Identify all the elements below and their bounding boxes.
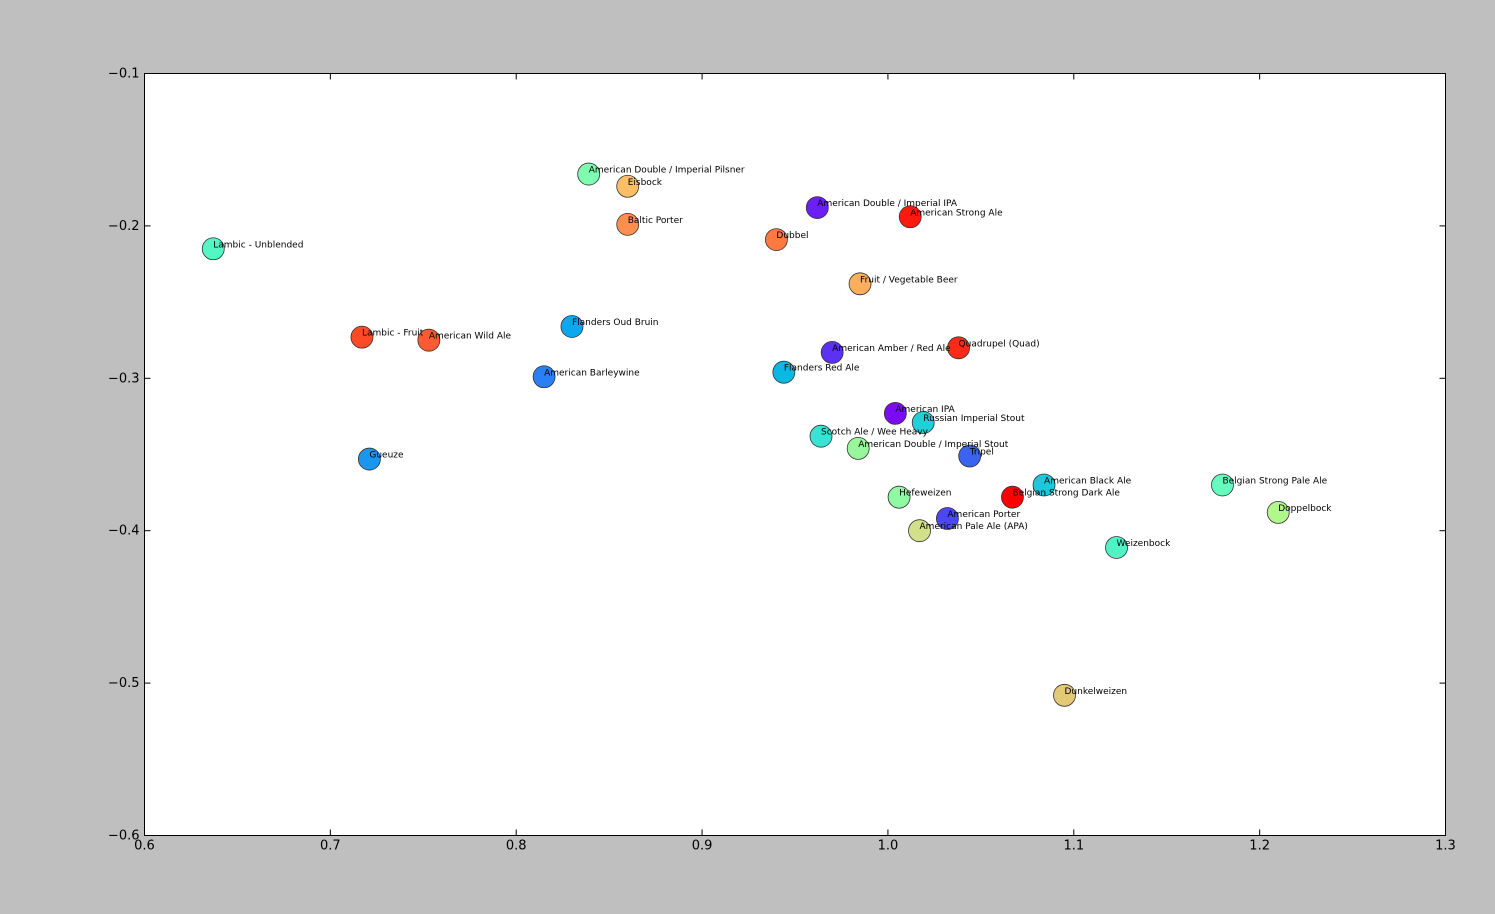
data-point xyxy=(357,447,381,471)
data-point xyxy=(820,340,844,364)
data-point xyxy=(809,424,833,448)
y-tick-label: −0.6 xyxy=(108,829,140,844)
data-point xyxy=(805,196,829,220)
data-point xyxy=(1053,683,1076,707)
point-label: American Strong Ale xyxy=(910,208,1003,218)
data-point xyxy=(958,444,982,468)
data-point xyxy=(616,212,640,236)
point-label: American IPA xyxy=(895,405,955,415)
point-label: American Pale Ale (APA) xyxy=(920,522,1028,532)
x-tick-label: 1.0 xyxy=(878,839,899,854)
point-label: American Double / Imperial IPA xyxy=(817,199,958,209)
data-points xyxy=(201,162,1290,707)
point-label: American Wild Ale xyxy=(429,332,512,342)
x-tick-label: 1.2 xyxy=(1249,839,1270,854)
data-point xyxy=(532,365,556,389)
data-point xyxy=(898,205,922,229)
y-tick-label: −0.4 xyxy=(108,524,140,539)
y-axis: −0.1 −0.2 −0.3 −0.4 −0.5 −0.6 xyxy=(108,67,1446,844)
data-point xyxy=(560,315,584,338)
point-label: Dubbel xyxy=(776,231,808,241)
point-label: Weizenbock xyxy=(1117,539,1172,549)
point-label: Scotch Ale / Wee Heavy xyxy=(821,428,929,438)
y-tick-label: −0.1 xyxy=(108,67,140,82)
point-label: American Black Ale xyxy=(1044,476,1132,486)
point-label: Quadrupel (Quad) xyxy=(959,339,1040,349)
data-point xyxy=(201,237,225,261)
point-label: Lambic - Unblended xyxy=(213,240,303,250)
plot-area xyxy=(144,73,1446,836)
data-point xyxy=(1266,501,1290,524)
x-tick-label: 0.7 xyxy=(320,839,341,854)
point-label: American Amber / Red Ale xyxy=(832,344,951,354)
point-label: Lambic - Fruit xyxy=(362,329,424,339)
point-labels: American Double / Imperial Pilsner Eisboc… xyxy=(213,166,1332,697)
x-tick-label: 0.6 xyxy=(134,839,155,854)
point-label: Belgian Strong Dark Ale xyxy=(1012,489,1120,499)
plot-frame xyxy=(144,73,1446,836)
x-tick-label: 1.3 xyxy=(1435,839,1456,854)
data-point xyxy=(883,401,907,425)
data-point xyxy=(577,162,601,186)
data-point xyxy=(765,228,788,252)
y-tick-label: −0.5 xyxy=(108,676,140,691)
x-tick-label: 1.1 xyxy=(1063,839,1084,854)
data-point xyxy=(350,325,374,349)
point-label: Flanders Oud Bruin xyxy=(572,318,659,328)
data-point xyxy=(1032,473,1056,497)
x-tick-label: 0.8 xyxy=(506,839,527,854)
data-point xyxy=(1211,473,1234,497)
data-point xyxy=(1105,536,1128,559)
point-label: Dunkelweizen xyxy=(1064,687,1127,697)
data-point xyxy=(1001,485,1024,509)
data-point xyxy=(846,437,870,460)
point-label: Doppelbock xyxy=(1278,504,1332,514)
point-label: American Double / Imperial Pilsner xyxy=(589,166,745,176)
point-label: Russian Imperial Stout xyxy=(923,414,1025,424)
point-label: Baltic Porter xyxy=(628,216,683,226)
x-axis: 0.6 0.7 0.8 0.9 1.0 1.1 1.2 1.3 xyxy=(134,73,1456,854)
point-label: American Barleywine xyxy=(544,368,640,378)
point-label: American Double / Imperial Stout xyxy=(858,440,1009,450)
data-point xyxy=(911,411,935,434)
data-point xyxy=(848,272,872,296)
y-tick-label: −0.3 xyxy=(108,371,140,386)
point-label: Tripel xyxy=(969,448,994,458)
point-label: Eisbock xyxy=(628,178,663,188)
data-point xyxy=(887,485,911,509)
point-label: Belgian Strong Pale Ale xyxy=(1222,476,1327,486)
point-label: American Porter xyxy=(947,510,1020,520)
point-label: Flanders Red Ale xyxy=(784,364,860,374)
x-tick-label: 0.9 xyxy=(692,839,713,854)
point-label: Gueuze xyxy=(369,451,404,461)
data-point xyxy=(616,174,640,198)
point-label: Fruit / Vegetable Beer xyxy=(860,275,958,285)
y-tick-label: −0.2 xyxy=(108,219,140,234)
data-point xyxy=(936,507,959,530)
point-label: Hefeweizen xyxy=(899,489,951,499)
data-point xyxy=(947,336,970,360)
data-point xyxy=(417,328,441,352)
data-point xyxy=(772,360,796,384)
data-point xyxy=(908,519,931,543)
